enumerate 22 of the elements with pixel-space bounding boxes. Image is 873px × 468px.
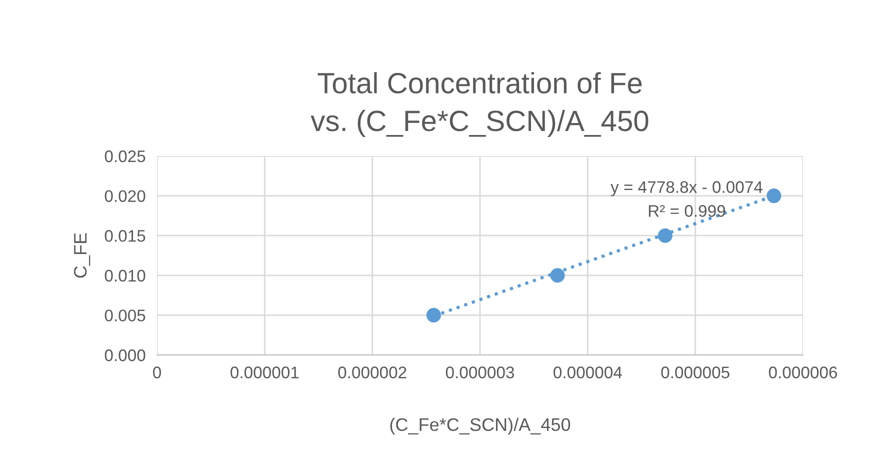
x-tick-label: 0.000006	[768, 366, 838, 378]
y-tick-label: 0.005	[104, 310, 146, 322]
annotation: y = 4778.8x - 0.0074	[610, 181, 762, 196]
point	[658, 228, 672, 243]
y-tick-label: 0.015	[104, 230, 146, 242]
y-axis-title: C_FE	[74, 233, 90, 278]
y-tick-label: 0.000	[104, 349, 146, 362]
point	[426, 308, 441, 322]
point	[550, 268, 565, 283]
y-tick-label: 0.025	[104, 150, 146, 162]
y-tick-label: 0.010	[104, 270, 146, 282]
chart-title: Total Concentration of Fe vs. (C_Fe*C_SCN)/A_450	[310, 72, 648, 138]
x-tick-label: 0	[153, 366, 161, 378]
x-axis-title: (C_Fe*C_SCN)/A_450	[390, 418, 570, 435]
point	[766, 188, 782, 204]
x-tick-label: 0.000005	[661, 366, 730, 378]
x-tick-label: 0.000002	[338, 366, 406, 378]
x-tick-label: 0.000003	[446, 366, 514, 378]
annotation: R² = 0.999	[648, 205, 726, 217]
y-tick-label: 0.020	[104, 190, 146, 202]
x-tick-label: 0.000001	[230, 366, 299, 378]
x-tick-label: 0.000004	[554, 366, 622, 378]
